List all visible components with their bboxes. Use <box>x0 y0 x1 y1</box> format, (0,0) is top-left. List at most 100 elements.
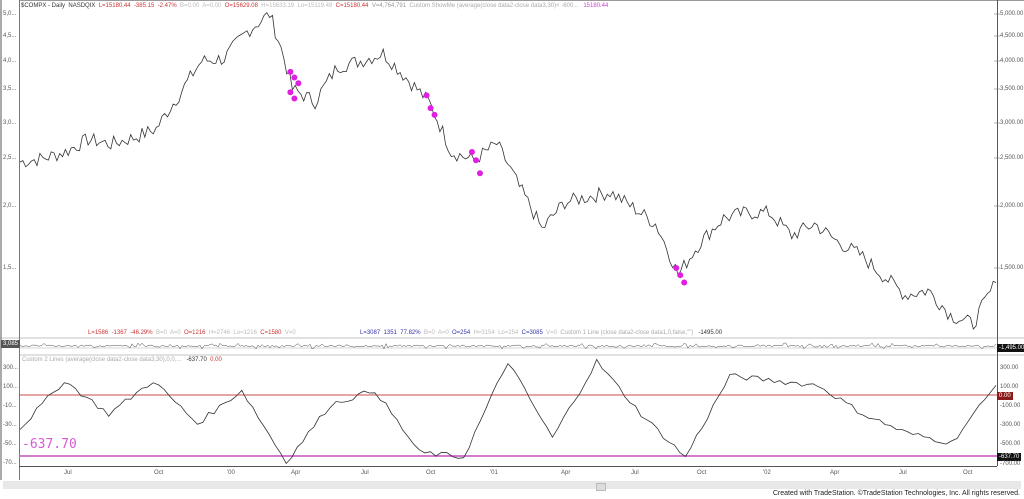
time-tick-label: Oct <box>426 470 436 476</box>
showme-dot <box>291 95 298 102</box>
legend-volume: V=0 <box>284 330 296 336</box>
scrollbar-thumb[interactable] <box>596 483 606 491</box>
legend-pct: 77.82% <box>400 330 421 336</box>
oscillator-legend: Custom 2 Lines (average(close data2-clos… <box>22 357 222 364</box>
right-tick: 4,000.00 <box>1000 58 1024 64</box>
price-line <box>19 11 997 330</box>
right-tick: 3,500.00 <box>1000 86 1024 92</box>
time-tick-label: Jul <box>899 470 907 476</box>
left-edge-bar <box>0 0 2 480</box>
time-tick-label: Oct <box>154 470 164 476</box>
zero-value-box: 0.00 <box>997 392 1013 400</box>
time-tick-label: '01 <box>490 470 498 476</box>
legend-study-value: -1495.00 <box>698 330 723 336</box>
sub-legend-1: L=1586 -1367 -46.29% B=0 A=0 O=1216 H=27… <box>88 330 296 337</box>
left-price-axis <box>0 0 20 480</box>
right-tick: 3,000.00 <box>1000 120 1024 126</box>
legend-bid: B=0 <box>423 330 435 336</box>
legend-high: H=3154 <box>473 330 495 336</box>
right-tick: 2,500.00 <box>1000 155 1024 161</box>
right-price-axis <box>997 0 1024 466</box>
exchange-label: NASDQIX <box>68 3 96 9</box>
right-tick: 1,500.00 <box>1000 265 1024 271</box>
time-tick-label: Apr <box>561 470 571 476</box>
showme-dot <box>431 111 438 118</box>
study-label: Custom ShowMe (average(close data2-close… <box>409 3 579 9</box>
left-tick: 1,5... <box>3 265 17 271</box>
time-tick-label: Apr <box>291 470 301 476</box>
showme-dot <box>295 80 302 87</box>
legend-volume: V=0 <box>546 330 557 336</box>
legend-change: -1367 <box>111 330 127 336</box>
volume-value: V=4,764,791 <box>371 3 407 9</box>
low-value: Lo=15119.49 <box>297 3 333 9</box>
left-tick: 3,5... <box>3 86 17 92</box>
showme-dots <box>287 68 688 286</box>
showme-dot <box>476 170 483 177</box>
threshold-value-box: -637.70 <box>997 453 1022 461</box>
oscillator-study-label: Custom 2 Lines (average(close data2-clos… <box>22 357 182 363</box>
legend-close: C=3085 <box>521 330 543 336</box>
high-value: H=15633.19 <box>261 3 295 9</box>
horizontal-scrollbar[interactable] <box>3 481 1021 489</box>
time-tick-label: Jul <box>631 470 639 476</box>
osc-right-tick: -300.00 <box>1000 422 1021 428</box>
right-tick: 2,000.00 <box>1000 203 1024 209</box>
time-tick-label: Jul <box>64 470 72 476</box>
osc-right-tick: 300.00 <box>1000 365 1019 371</box>
legend-open: O=254 <box>452 330 471 336</box>
oscillator-value: -637.70 <box>186 357 207 363</box>
osc-left-tick: 100... <box>3 384 19 390</box>
showme-dot <box>472 157 479 164</box>
legend-last: L=3087 <box>360 330 381 336</box>
showme-dot <box>673 265 680 271</box>
showme-dot <box>291 74 298 81</box>
time-tick-label: '00 <box>227 470 235 476</box>
osc-left-tick: 300... <box>3 365 19 371</box>
showme-dot <box>287 89 294 96</box>
left-tick: 2,0... <box>3 203 17 209</box>
osc-right-tick: -700.00 <box>1000 461 1021 467</box>
showme-dot <box>423 92 430 99</box>
legend-pct: -46.29% <box>130 330 153 336</box>
left-tick: 4,5... <box>3 33 17 39</box>
right-tick: 5,000.00 <box>1000 11 1024 17</box>
footer-credit: Created with TradeStation. ©TradeStation… <box>772 490 1020 497</box>
showme-dot <box>681 279 688 286</box>
sub1-right-box: -1,495.00 <box>997 344 1024 352</box>
osc-left-tick: -10... <box>3 403 17 409</box>
sub1-left-box: 3,085 <box>1 340 21 348</box>
time-tick-label: '02 <box>763 470 771 476</box>
osc-left-tick: -50... <box>3 441 17 447</box>
legend-close: C=1580 <box>260 330 282 336</box>
left-tick: 2,5... <box>3 155 17 161</box>
threshold-large-label: -637.70 <box>22 437 77 452</box>
pct-change-value: -2.47% <box>157 3 177 9</box>
showme-dot <box>427 105 434 112</box>
last-value: L=15180.44 <box>98 3 131 9</box>
symbol-label: $COMPX - Daily <box>21 3 66 9</box>
legend-study: Custom 1 Line (close data2-close data1,0… <box>560 330 694 336</box>
time-tick-label: Oct <box>963 470 973 476</box>
time-axis <box>19 466 997 479</box>
left-tick: 3,0... <box>3 120 17 126</box>
osc-left-tick: -70... <box>3 460 17 466</box>
close-value: C=15180.44 <box>335 3 369 9</box>
ask-value: A=0.00 <box>202 3 222 9</box>
legend-ask: A=0 <box>169 330 181 336</box>
legend-change: 1351 <box>383 330 397 336</box>
study-value: 15180.44 <box>583 3 609 9</box>
right-tick: 4,500.00 <box>1000 33 1024 39</box>
legend-low: Lo=1216 <box>233 330 257 336</box>
time-tick-label: Oct <box>697 470 707 476</box>
legend-open: O=1216 <box>184 330 206 336</box>
osc-right-tick: 100.00 <box>1000 384 1019 390</box>
bid-value: B=0.00 <box>180 3 200 9</box>
change-value: -385.15 <box>133 3 155 9</box>
legend-ask: A=0 <box>437 330 449 336</box>
oscillator-line <box>19 358 997 465</box>
left-tick: 4,0... <box>3 58 17 64</box>
time-tick-label: Jul <box>361 470 369 476</box>
